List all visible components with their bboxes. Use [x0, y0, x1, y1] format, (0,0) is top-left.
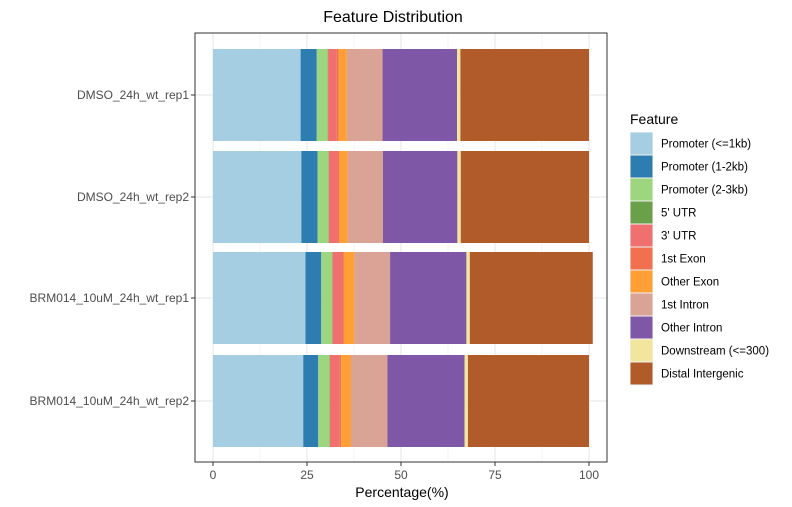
- bar-segment: [303, 355, 319, 447]
- y-tick-label: DMSO_24h_wt_rep2: [77, 190, 189, 204]
- bar-segment: [457, 49, 461, 141]
- bar-segment: [354, 252, 391, 344]
- bar-segment: [460, 151, 589, 243]
- x-tick-label: 25: [300, 468, 314, 482]
- legend-label: Downstream (<=300): [661, 346, 769, 358]
- x-tick-label: 100: [579, 468, 599, 482]
- bar-segment: [382, 151, 458, 243]
- x-tick-label: 75: [488, 468, 502, 482]
- bar-segment: [213, 49, 301, 141]
- legend-swatch: [630, 293, 653, 316]
- legend-label: Promoter (2-3kb): [661, 185, 748, 197]
- x-axis-tick-labels: 0 25 50 75 100: [210, 462, 599, 482]
- legend-label: 1st Intron: [661, 300, 709, 312]
- bar-segment: [466, 252, 470, 344]
- bar-segment: [341, 252, 344, 344]
- bar-segment: [390, 252, 467, 344]
- legend-label: Other Exon: [661, 277, 719, 289]
- legend-swatch: [630, 362, 653, 385]
- bar-segment: [316, 49, 328, 141]
- legend-swatch: [630, 339, 653, 362]
- legend-swatch: [630, 201, 653, 224]
- bars-layer: [213, 49, 593, 447]
- legend-swatch: [630, 316, 653, 339]
- bar-segment: [457, 151, 461, 243]
- bar-segment: [213, 151, 302, 243]
- legend-label: Distal Intergenic: [661, 369, 744, 381]
- bar-segment: [341, 355, 351, 447]
- bar-segment: [382, 49, 458, 141]
- bar-segment: [343, 252, 355, 344]
- legend-label: Promoter (<=1kb): [661, 139, 751, 151]
- bar-segment: [305, 252, 322, 344]
- legend-swatch: [630, 224, 653, 247]
- legend: Feature Promoter (<=1kb) Promoter (1-2kb)…: [630, 111, 769, 385]
- bar-segment: [321, 252, 333, 344]
- bar-segment: [346, 49, 383, 141]
- bar-segment: [350, 355, 388, 447]
- legend-label: 1st Exon: [661, 254, 706, 266]
- bar-segment: [213, 252, 306, 344]
- x-tick-label: 0: [210, 468, 217, 482]
- bar-segment: [337, 151, 340, 243]
- legend-swatch: [630, 247, 653, 270]
- bar-segment: [300, 49, 317, 141]
- x-axis-title: Percentage(%): [355, 484, 448, 500]
- bar-segment: [339, 355, 342, 447]
- bar-segment: [328, 151, 338, 243]
- y-tick-label: BRM014_10uM_24h_wt_rep1: [30, 291, 190, 305]
- y-axis-tick-labels: DMSO_24h_wt_rep1 DMSO_24h_wt_rep2 BRM014_1…: [30, 88, 195, 408]
- legend-label: 3' UTR: [661, 231, 696, 243]
- bar-segment: [328, 49, 337, 141]
- bar-segment: [467, 355, 589, 447]
- legend-swatch: [630, 270, 653, 293]
- y-tick-label: DMSO_24h_wt_rep1: [77, 88, 189, 102]
- legend-title: Feature: [630, 111, 678, 127]
- bar-segment: [464, 355, 468, 447]
- bar-segment: [329, 355, 340, 447]
- bar-segment: [347, 151, 383, 243]
- bar-segment: [339, 151, 348, 243]
- chart-title: Feature Distribution: [323, 9, 463, 26]
- bar-segment: [460, 49, 589, 141]
- legend-swatch: [630, 132, 653, 155]
- bar-segment: [387, 355, 465, 447]
- legend-swatch: [630, 155, 653, 178]
- legend-label: Other Intron: [661, 323, 722, 335]
- bar-segment: [213, 355, 304, 447]
- x-tick-label: 50: [394, 468, 408, 482]
- legend-label: Promoter (1-2kb): [661, 162, 748, 174]
- bar-segment: [338, 49, 347, 141]
- legend-label: 5' UTR: [661, 208, 696, 220]
- bar-segment: [301, 151, 318, 243]
- bar-segment: [318, 355, 330, 447]
- bar-segment: [469, 252, 593, 344]
- legend-swatch: [630, 178, 653, 201]
- bar-segment: [317, 151, 329, 243]
- bar-segment: [336, 49, 339, 141]
- bar-segment: [332, 252, 342, 344]
- y-tick-label: BRM014_10uM_24h_wt_rep2: [30, 394, 190, 408]
